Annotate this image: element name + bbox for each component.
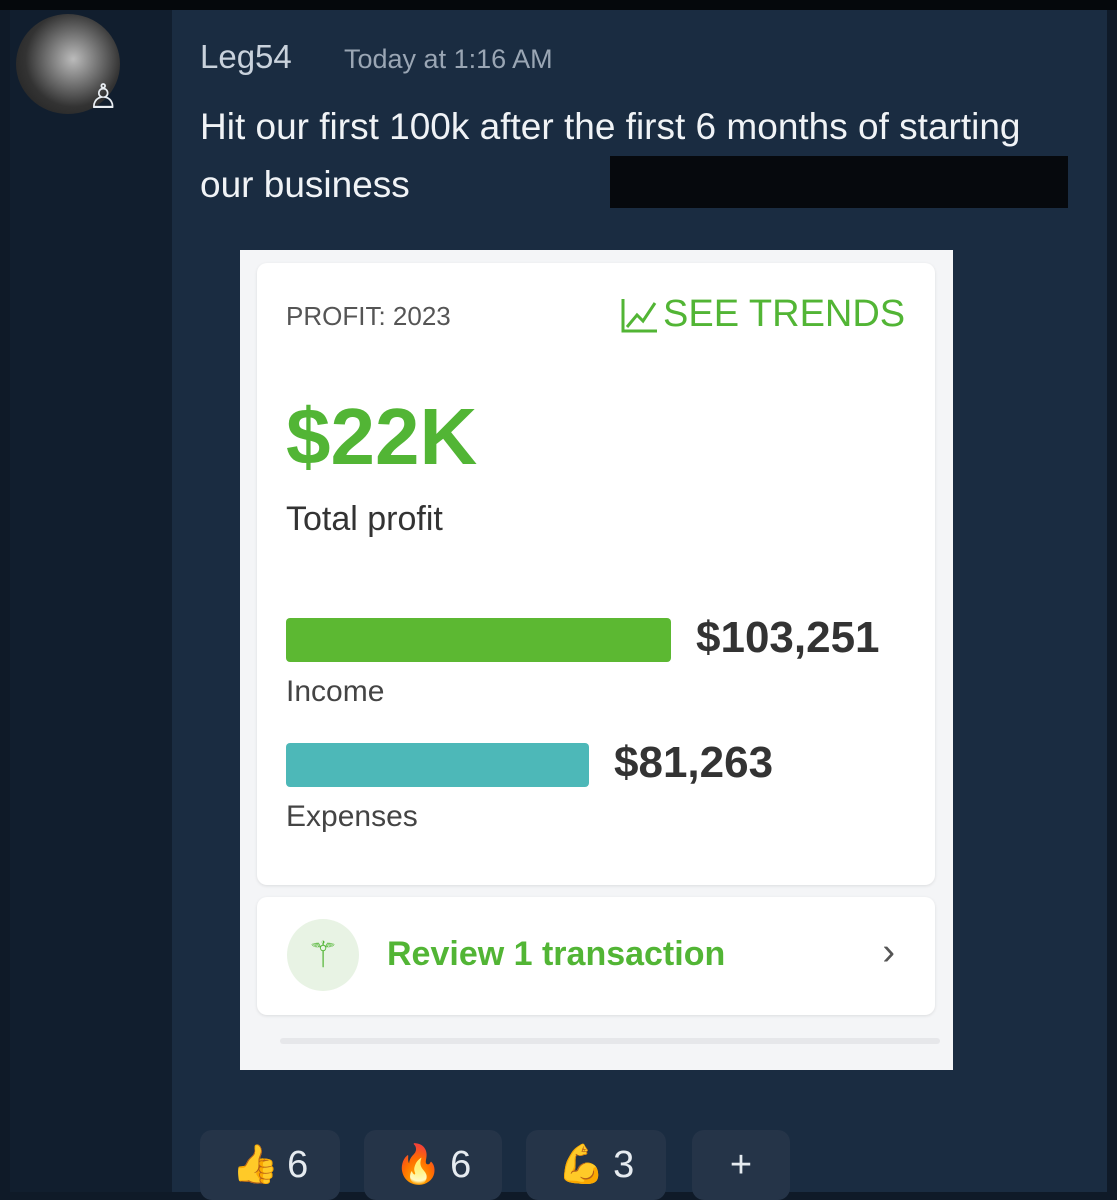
timestamp: Today at 1:16 AM	[344, 44, 553, 74]
total-profit-label: Total profit	[286, 500, 443, 538]
chevron-right-icon: ›	[882, 931, 895, 973]
redaction-block	[610, 156, 1068, 208]
trend-chart-icon	[621, 298, 657, 332]
expenses-value: $81,263	[614, 738, 774, 787]
income-label: Income	[286, 675, 385, 708]
total-profit-value: $22K	[286, 392, 478, 481]
profit-label: PROFIT: 2023	[286, 301, 451, 331]
attached-screenshot[interactable]: PROFIT: 2023 SEE TRENDS $22K Total profi…	[240, 250, 953, 1070]
thumbs-up-icon: 👍	[231, 1144, 280, 1186]
review-label: Review 1 transaction	[387, 935, 726, 973]
left-gutter	[10, 10, 172, 1192]
reaction-thumbs-up[interactable]: 👍 6	[200, 1130, 340, 1200]
review-transactions-row[interactable]: ⚚ Review 1 transaction ›	[257, 897, 935, 1015]
reaction-count: 3	[613, 1143, 635, 1186]
fire-icon: 🔥	[394, 1144, 443, 1186]
magic-wand-icon: ⚚	[287, 919, 359, 991]
username[interactable]: Leg54	[200, 38, 292, 75]
reaction-muscle[interactable]: 💪 3	[526, 1130, 666, 1200]
expenses-bar	[286, 743, 589, 787]
profit-card: PROFIT: 2023 SEE TRENDS $22K Total profi…	[257, 263, 935, 885]
avatar[interactable]	[16, 14, 120, 114]
see-trends-link[interactable]: SEE TRENDS	[619, 293, 905, 336]
expenses-label: Expenses	[286, 800, 418, 833]
reaction-count: 6	[450, 1143, 472, 1186]
top-bar	[0, 0, 1117, 10]
reaction-fire[interactable]: 🔥 6	[364, 1130, 502, 1200]
income-value: $103,251	[696, 613, 880, 662]
see-trends-label: SEE TRENDS	[663, 293, 906, 335]
user-role-icon: ♙	[88, 78, 119, 116]
scrollbar[interactable]	[280, 1038, 940, 1044]
message-text: Hit our first 100k after the first 6 mon…	[200, 106, 1021, 205]
income-bar	[286, 618, 671, 662]
muscle-icon: 💪	[557, 1144, 606, 1186]
plus-icon: +	[729, 1143, 753, 1186]
reaction-count: 6	[287, 1143, 309, 1186]
add-reaction-button[interactable]: +	[692, 1130, 790, 1200]
